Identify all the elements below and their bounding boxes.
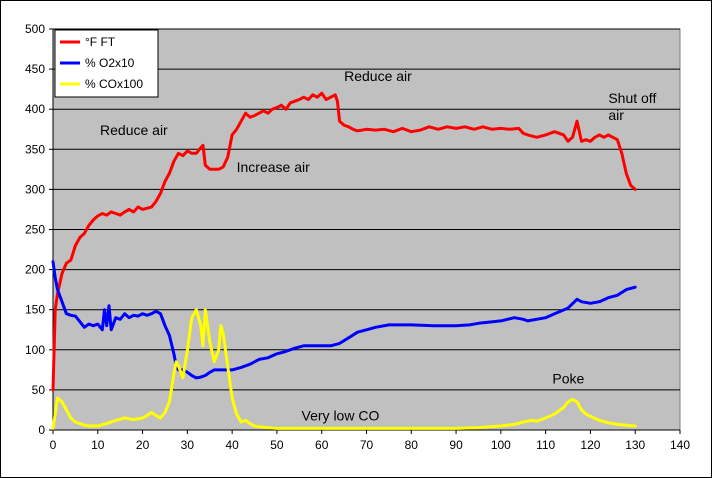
x-tick-label: 60: [315, 438, 329, 452]
y-tick-label: 100: [25, 343, 45, 357]
x-tick-label: 140: [670, 438, 690, 452]
annotation-label: Increase air: [237, 159, 310, 175]
annotation-label: Poke: [552, 370, 584, 386]
legend-entry-1: % O2x10: [85, 56, 135, 70]
series-lines: [51, 91, 637, 430]
x-tick-label: 40: [225, 438, 239, 452]
annotation-label: Very low CO: [302, 407, 380, 423]
annotations: Reduce air Increase air Reduce air Shut off…: [100, 68, 656, 423]
y-tick-label: 200: [25, 263, 45, 277]
y-tick-label: 400: [25, 102, 45, 116]
annotation-line: Poke: [552, 370, 584, 386]
x-tick-label: 10: [91, 438, 105, 452]
x-tick-label: 120: [580, 438, 600, 452]
x-tick-label: 30: [181, 438, 195, 452]
x-tick-label: 70: [360, 438, 374, 452]
series-line-2: [51, 308, 637, 430]
y-tick-label: 50: [32, 383, 46, 397]
annotation-line: air: [608, 107, 624, 123]
annotation-line: Shut off: [608, 90, 656, 106]
x-tick-label: 50: [270, 438, 284, 452]
y-tick-label: 500: [25, 22, 45, 36]
y-tick-label: 300: [25, 182, 45, 196]
y-tick-label: 150: [25, 303, 45, 317]
axes: 0 50 100 150 200 250 300 350 400 450 500 0 10 20 30 40 5…: [25, 22, 690, 452]
legend: °F FT % O2x10 % COx100: [54, 29, 159, 98]
x-tick-label: 100: [491, 438, 511, 452]
annotation-label: Reduce air: [344, 68, 412, 84]
series-line-0: [51, 91, 637, 392]
y-tick-label: 350: [25, 142, 45, 156]
legend-entry-2: % COx100: [85, 77, 143, 91]
annotation-line: Reduce air: [344, 68, 412, 84]
x-tick-label: 90: [449, 438, 463, 452]
x-tick-label: 80: [405, 438, 419, 452]
y-tick-label: 0: [38, 423, 45, 437]
series-line-1: [51, 260, 637, 380]
annotation-label: Shut off air: [608, 90, 656, 123]
legend-entry-0: °F FT: [85, 35, 116, 49]
y-tick-label: 450: [25, 62, 45, 76]
x-tick-label: 20: [136, 438, 150, 452]
y-tick-label: 250: [25, 223, 45, 237]
x-tick-label: 130: [625, 438, 645, 452]
annotation-line: Very low CO: [302, 407, 380, 423]
gridlines: [53, 28, 680, 391]
x-tick-label: 110: [536, 438, 555, 452]
annotation-line: Increase air: [237, 159, 310, 175]
annotation-label: Reduce air: [100, 122, 168, 138]
x-tick-label: 0: [50, 438, 57, 452]
annotation-line: Reduce air: [100, 122, 168, 138]
